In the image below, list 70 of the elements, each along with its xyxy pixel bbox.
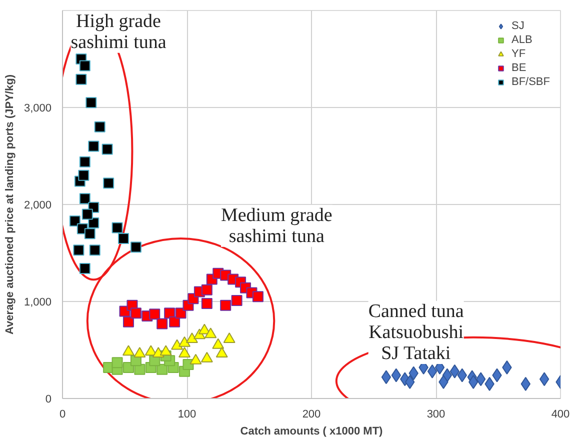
point (78, 170, 90, 181)
point (190, 354, 202, 364)
point (73, 244, 84, 256)
x-tick-label: 300 (426, 408, 446, 420)
point (89, 244, 100, 256)
x-tick-label: 200 (302, 408, 321, 420)
point (204, 328, 217, 338)
x-tick-label: 400 (551, 408, 570, 420)
point (134, 347, 146, 358)
point (160, 345, 172, 356)
point (86, 97, 97, 108)
annotation: Medium grade sashimi tuna (220, 204, 332, 247)
legend-label: ALB (511, 34, 532, 46)
point (79, 156, 90, 168)
point (212, 338, 224, 349)
point (103, 178, 114, 189)
point (82, 208, 93, 220)
point (84, 228, 96, 240)
point (476, 372, 486, 386)
legend-label: YF (511, 48, 527, 60)
y-tick-label: 3,000 (24, 102, 52, 114)
point (79, 60, 90, 72)
point (427, 364, 438, 378)
point (198, 324, 210, 334)
point (156, 318, 168, 330)
point (164, 308, 176, 319)
point (122, 316, 134, 328)
point (201, 284, 212, 296)
annotation: Canned tuna Katsuobushi SJ Tataki (368, 301, 464, 364)
x-axis-title: Catch amounts ( x1000 MT) (240, 426, 384, 438)
point (201, 298, 212, 309)
point (223, 332, 236, 344)
point (130, 308, 142, 319)
x-tick-label: 100 (178, 408, 196, 420)
point (102, 144, 113, 155)
point (79, 263, 90, 274)
y-tick-label: 0 (45, 394, 52, 406)
point (88, 217, 100, 228)
point (169, 316, 180, 328)
point (149, 308, 160, 320)
point (130, 242, 142, 253)
point (216, 347, 228, 358)
point (122, 345, 134, 356)
legend-label: BF/SBF (511, 76, 550, 88)
point (178, 336, 191, 347)
point (112, 357, 123, 368)
point (252, 291, 264, 302)
legend-label: SJ (511, 20, 526, 32)
point (88, 140, 100, 152)
point (79, 193, 90, 204)
point (231, 295, 242, 306)
point (450, 364, 460, 378)
point (220, 300, 232, 311)
point (76, 74, 87, 85)
point (178, 347, 191, 358)
point (112, 222, 123, 234)
legend-label: BE (511, 62, 528, 74)
y-tick-label: 1,000 (24, 296, 52, 308)
point (539, 372, 550, 386)
point (171, 339, 184, 350)
y-tick-label: 2,000 (24, 200, 52, 212)
x-tick-label: 0 (59, 408, 66, 420)
point (69, 215, 80, 226)
point (200, 352, 213, 362)
point (186, 332, 198, 344)
annotation: High grade sashimi tuna (70, 10, 167, 53)
y-axis-title: Average auctioned price at landing ports (JPY/kg) (4, 74, 16, 334)
point (118, 232, 130, 244)
point (381, 370, 392, 384)
point (94, 121, 106, 132)
